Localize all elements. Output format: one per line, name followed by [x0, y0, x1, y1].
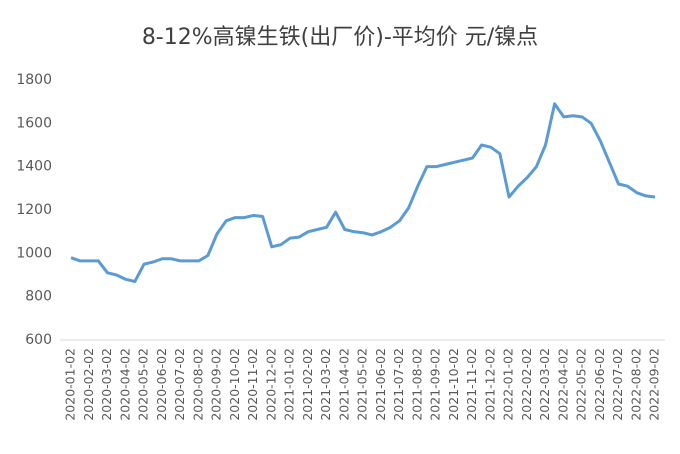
x-tick-label: 2020-10-02 [227, 348, 242, 421]
x-tick-label: 2022-05-02 [574, 348, 589, 421]
x-tick-label: 2022-03-02 [537, 348, 552, 421]
x-tick-label: 2020-01-02 [63, 348, 78, 421]
x-tick-label: 2021-07-02 [391, 348, 406, 421]
x-tick-label: 2021-09-02 [428, 348, 443, 421]
x-tick-label: 2022-02-02 [519, 348, 534, 421]
x-tick-label: 2021-01-02 [282, 348, 297, 421]
x-tick-label: 2020-02-02 [81, 348, 96, 421]
x-tick-label: 2020-06-02 [154, 348, 169, 421]
x-tick-label: 2022-04-02 [555, 348, 570, 421]
y-tick-label: 600 [25, 332, 52, 348]
x-tick-label: 2022-09-02 [647, 348, 662, 421]
x-tick-label: 2020-07-02 [172, 348, 187, 421]
line-series [70, 102, 656, 283]
x-tick-label: 2021-12-02 [482, 348, 497, 421]
y-tick-label: 1600 [16, 115, 52, 131]
x-tick-label: 2020-11-02 [245, 348, 260, 421]
x-tick-label: 2020-05-02 [136, 348, 151, 421]
x-tick-label: 2022-08-02 [628, 348, 643, 421]
y-tick-label: 800 [25, 289, 52, 305]
x-tick-label: 2021-10-02 [446, 348, 461, 421]
x-tick-label: 2021-11-02 [464, 348, 479, 421]
x-tick-label: 2020-03-02 [99, 348, 114, 421]
x-tick-label: 2020-04-02 [117, 348, 132, 421]
x-tick-label: 2020-08-02 [190, 348, 205, 421]
y-tick-label: 1000 [16, 245, 52, 261]
y-tick-label: 1400 [16, 159, 52, 175]
x-tick-label: 2021-08-02 [409, 348, 424, 421]
x-tick-label: 2022-07-02 [610, 348, 625, 421]
x-tick-label: 2022-06-02 [592, 348, 607, 421]
x-tick-label: 2021-04-02 [336, 348, 351, 421]
x-tick-label: 2022-01-02 [501, 348, 516, 421]
x-tick-label: 2021-03-02 [318, 348, 333, 421]
x-tick-label: 2021-06-02 [373, 348, 388, 421]
x-tick-label: 2021-05-02 [355, 348, 370, 421]
chart-title: 8-12%高镍生铁(出厂价)-平均价 元/镍点 [142, 25, 538, 50]
y-tick-label: 1200 [16, 202, 52, 218]
x-tick-label: 2020-09-02 [209, 348, 224, 421]
x-tick-label: 2020-12-02 [263, 348, 278, 421]
x-tick-label: 2021-02-02 [300, 348, 315, 421]
y-tick-label: 1800 [16, 72, 52, 88]
